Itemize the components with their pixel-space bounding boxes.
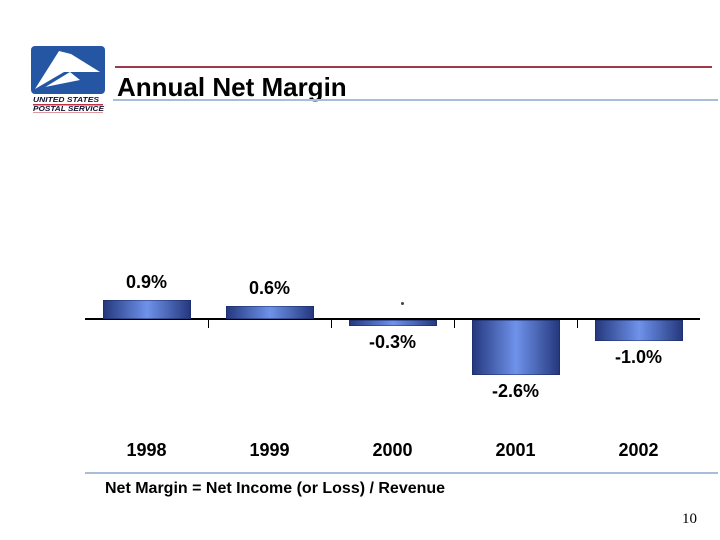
usps-logo-text-line1: UNITED STATES xyxy=(33,95,99,104)
bar-2001 xyxy=(471,320,560,375)
x-axis-label-2000: 2000 xyxy=(372,440,413,460)
x-axis-tick xyxy=(453,320,455,328)
x-axis-line xyxy=(85,318,700,320)
title-underline-rule xyxy=(113,99,718,101)
bar-value-label-2001: -2.6% xyxy=(491,381,540,401)
x-axis-label-1998: 1998 xyxy=(126,440,167,460)
bar-value-label-2000: -0.3% xyxy=(368,332,417,352)
bar-value-label-1998: 0.9% xyxy=(125,272,168,292)
x-axis-tick xyxy=(207,320,209,328)
bar-2000 xyxy=(348,320,437,326)
footer-rule xyxy=(85,472,718,474)
bar-value-label-2002: -1.0% xyxy=(614,347,663,367)
x-axis-label-2002: 2002 xyxy=(618,440,659,460)
bar-1999 xyxy=(225,306,314,319)
usps-logo: UNITED STATES POSTAL SERVICE xyxy=(31,46,105,113)
x-axis-tick xyxy=(576,320,578,328)
x-axis-label-2001: 2001 xyxy=(495,440,536,460)
header-red-rule xyxy=(115,66,712,68)
footnote-formula: Net Margin = Net Income (or Loss) / Reve… xyxy=(105,480,446,497)
usps-logo-underline-1 xyxy=(33,104,103,106)
bar-value-label-1999: 0.6% xyxy=(248,278,291,298)
net-margin-bar-chart: 0.9% 1998 0.6% 1999 -0.3% 2000 -2.6% 2001 -1.0% 2… xyxy=(85,250,700,465)
bar-1998 xyxy=(102,300,191,319)
x-axis-tick xyxy=(330,320,332,328)
usps-eagle-notch xyxy=(35,72,70,89)
slide-title: Annual Net Margin xyxy=(117,72,347,102)
usps-logo-underline-2 xyxy=(33,112,103,113)
x-axis-label-1999: 1999 xyxy=(249,440,290,460)
bar-2002 xyxy=(594,320,683,341)
page-number: 10 xyxy=(682,511,697,527)
stray-dot-artifact xyxy=(401,302,404,305)
usps-logo-text-line2: POSTAL SERVICE xyxy=(33,104,105,113)
